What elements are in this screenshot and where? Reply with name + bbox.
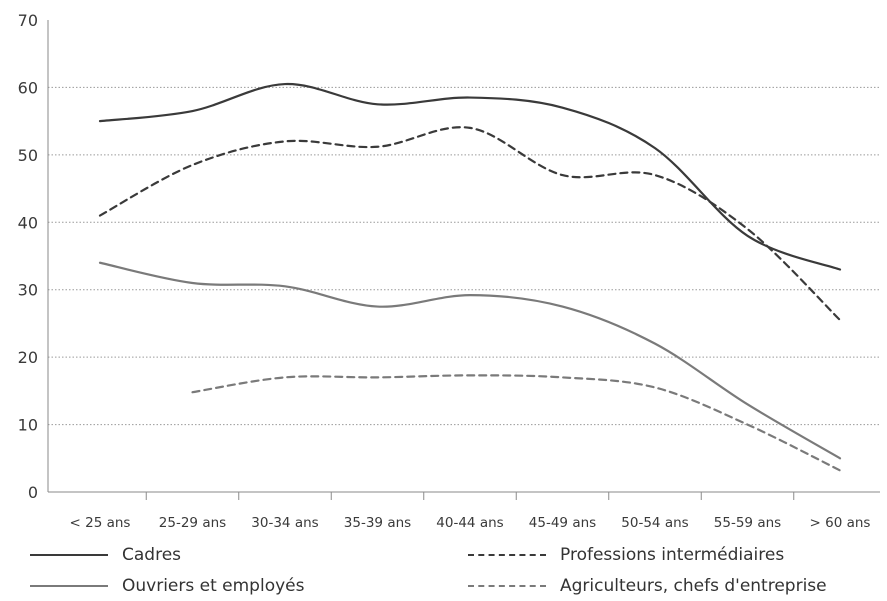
y-tick-label: 20 <box>18 348 38 367</box>
x-tick-label: 40-44 ans <box>436 515 503 531</box>
series-line-cadres <box>98 82 842 271</box>
legend-label-professions-intermediaires: Professions intermédiaires <box>560 545 785 565</box>
series-line-agriculteurs-chefs-d-entreprise <box>191 374 842 472</box>
legend-swatch-cadres <box>30 554 108 556</box>
series-line-professions-intermediaires <box>98 126 842 322</box>
x-tick-label: 50-54 ans <box>621 515 688 531</box>
plot-area: 0 10 20 30 40 50 60 70 < 25 ans 25-29 ans 30-34 an… <box>18 11 880 531</box>
legend-item-agriculteurs-chefs-entreprise: Agriculteurs, chefs d'entreprise <box>468 573 827 599</box>
legend-label-ouvriers-employes: Ouvriers et employés <box>122 576 305 596</box>
legend-label-agriculteurs-chefs-entreprise: Agriculteurs, chefs d'entreprise <box>560 576 827 596</box>
y-tick-label: 40 <box>18 213 38 232</box>
y-tick-label: 30 <box>18 281 38 300</box>
x-tick-label: 55-59 ans <box>714 515 781 531</box>
legend-label-cadres: Cadres <box>122 545 182 565</box>
x-tick-label: 35-39 ans <box>344 515 411 531</box>
legend-swatch-agriculteurs-chefs-entreprise <box>468 585 546 587</box>
series-line-ouvriers-et-employes <box>98 261 842 460</box>
y-tick-label: 60 <box>18 78 38 97</box>
x-tick-label: 25-29 ans <box>159 515 226 531</box>
y-tick-label: 10 <box>18 416 38 435</box>
legend-swatch-ouvriers-employes <box>30 585 108 587</box>
x-tick-label: 45-49 ans <box>529 515 596 531</box>
legend-item-ouvriers-employes: Ouvriers et employés <box>30 573 304 599</box>
legend-item-professions-intermediaires: Professions intermédiaires <box>468 542 784 568</box>
y-tick-label: 70 <box>18 11 38 30</box>
y-tick-label: 0 <box>28 483 38 502</box>
x-tick-label: < 25 ans <box>70 515 131 531</box>
chart-title <box>160 0 860 10</box>
legend: Cadres Professions intermédiaires Ouvrie… <box>0 540 887 601</box>
legend-item-cadres: Cadres <box>30 542 181 568</box>
x-tick-label: > 60 ans <box>810 515 871 531</box>
legend-swatch-professions-intermediaires <box>468 554 546 556</box>
y-tick-label: 50 <box>18 146 38 165</box>
x-tick-label: 30-34 ans <box>251 515 318 531</box>
